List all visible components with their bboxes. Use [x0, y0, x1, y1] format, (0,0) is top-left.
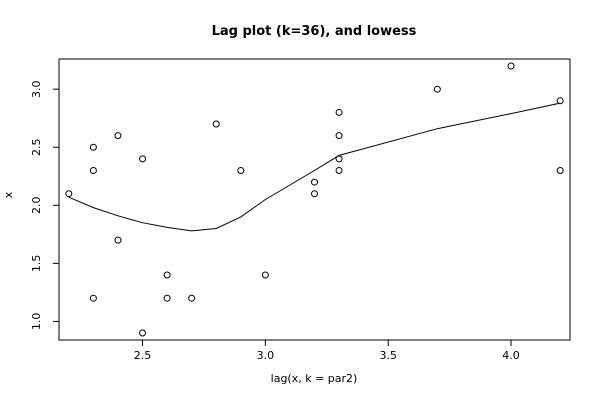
lowess-line: [68, 102, 561, 232]
data-point: [311, 178, 318, 186]
data-point: [335, 155, 343, 163]
data-point: [163, 294, 171, 302]
data-point: [89, 166, 97, 174]
data-point: [261, 271, 269, 279]
data-point: [311, 190, 318, 198]
data-point: [139, 155, 147, 163]
data-point: [89, 294, 97, 302]
data-point: [89, 143, 97, 151]
chart-title: Lag plot (k=36), and lowess: [212, 24, 417, 39]
x-tick-label: 2.5: [134, 349, 152, 362]
y-tick-label: 3.0: [30, 80, 43, 98]
data-point: [433, 85, 441, 93]
scatter-points: [65, 62, 564, 337]
y-tick-label: 2.0: [30, 197, 43, 215]
y-tick-label: 1.0: [30, 313, 43, 331]
data-point: [335, 166, 343, 174]
data-point: [212, 120, 220, 128]
y-tick-label: 1.5: [30, 255, 43, 273]
data-point: [188, 294, 196, 302]
x-tick-label: 4.0: [502, 349, 520, 362]
data-point: [237, 166, 245, 174]
data-point: [507, 62, 515, 70]
x-axis-label: lag(x, k = par2): [271, 372, 358, 385]
data-point: [114, 236, 122, 244]
data-point: [335, 132, 343, 140]
data-point: [114, 132, 122, 140]
data-point: [556, 166, 564, 174]
x-axis: 2.5 3.0 3.5 4.0: [134, 340, 520, 362]
data-point: [65, 190, 73, 198]
data-point: [163, 271, 171, 279]
x-tick-label: 3.5: [379, 349, 397, 362]
data-point: [556, 97, 564, 105]
plot-frame: [58, 58, 571, 341]
y-axis: 1.0 1.5 2.0 2.5 3.0: [30, 80, 59, 330]
y-tick-label: 2.5: [30, 138, 43, 156]
data-point: [139, 329, 147, 337]
y-axis-label: x: [2, 191, 15, 198]
x-tick-label: 3.0: [257, 349, 275, 362]
data-point: [335, 108, 343, 116]
